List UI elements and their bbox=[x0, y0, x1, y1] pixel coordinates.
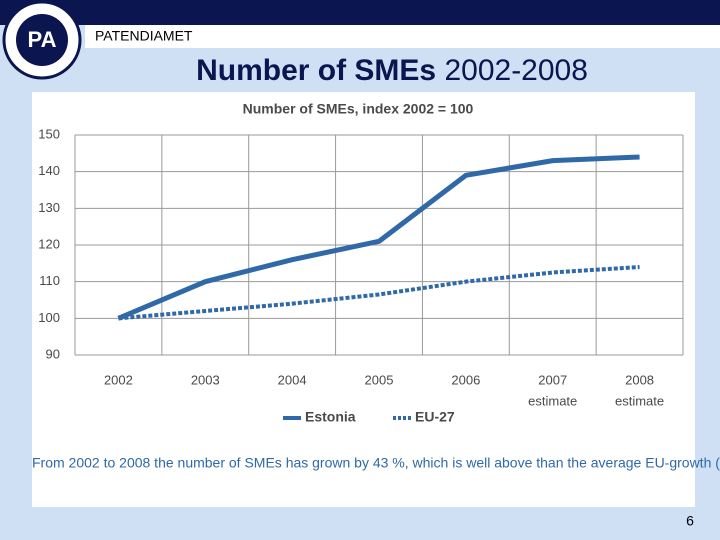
svg-text:PA: PA bbox=[28, 27, 57, 52]
header-band bbox=[85, 25, 720, 48]
slide-title: Number of SMEs 2002-2008 bbox=[196, 54, 588, 87]
y-tick-label: 140 bbox=[38, 163, 60, 178]
chart-panel bbox=[32, 92, 695, 507]
logo: PA bbox=[2, 0, 82, 80]
x-tick-label: 2006 bbox=[451, 372, 480, 387]
chart-title: Number of SMEs, index 2002 = 100 bbox=[243, 101, 474, 117]
x-tick-label: 2004 bbox=[278, 372, 307, 387]
header: PATENDIAMET bbox=[95, 28, 193, 44]
y-tick-label: 130 bbox=[38, 200, 60, 215]
top-bar bbox=[0, 0, 720, 25]
y-tick-label: 100 bbox=[38, 310, 60, 325]
footnote: From 2002 to 2008 the number of SMEs has… bbox=[32, 455, 720, 471]
x-tick-label: estimate bbox=[528, 393, 577, 408]
x-tick-label: 2002 bbox=[104, 372, 133, 387]
y-tick-label: 90 bbox=[46, 346, 60, 361]
x-tick-label: 2007 bbox=[538, 372, 567, 387]
x-tick-label: 2005 bbox=[365, 372, 394, 387]
y-tick-label: 110 bbox=[39, 273, 60, 288]
x-tick-label: 2008 bbox=[625, 372, 654, 387]
line-series bbox=[118, 265, 640, 321]
y-tick-label: 150 bbox=[38, 126, 60, 141]
legend-label: Estonia bbox=[305, 409, 356, 425]
slide-title-bold: Number of SMEs bbox=[196, 54, 436, 87]
legend-label: EU-27 bbox=[415, 409, 455, 425]
slide-title-rest: 2002-2008 bbox=[444, 54, 587, 87]
page-number: 6 bbox=[686, 513, 694, 529]
y-tick-label: 120 bbox=[38, 236, 60, 251]
x-tick-label: estimate bbox=[615, 393, 664, 408]
line-series bbox=[117, 154, 640, 321]
x-tick-label: 2003 bbox=[191, 372, 220, 387]
